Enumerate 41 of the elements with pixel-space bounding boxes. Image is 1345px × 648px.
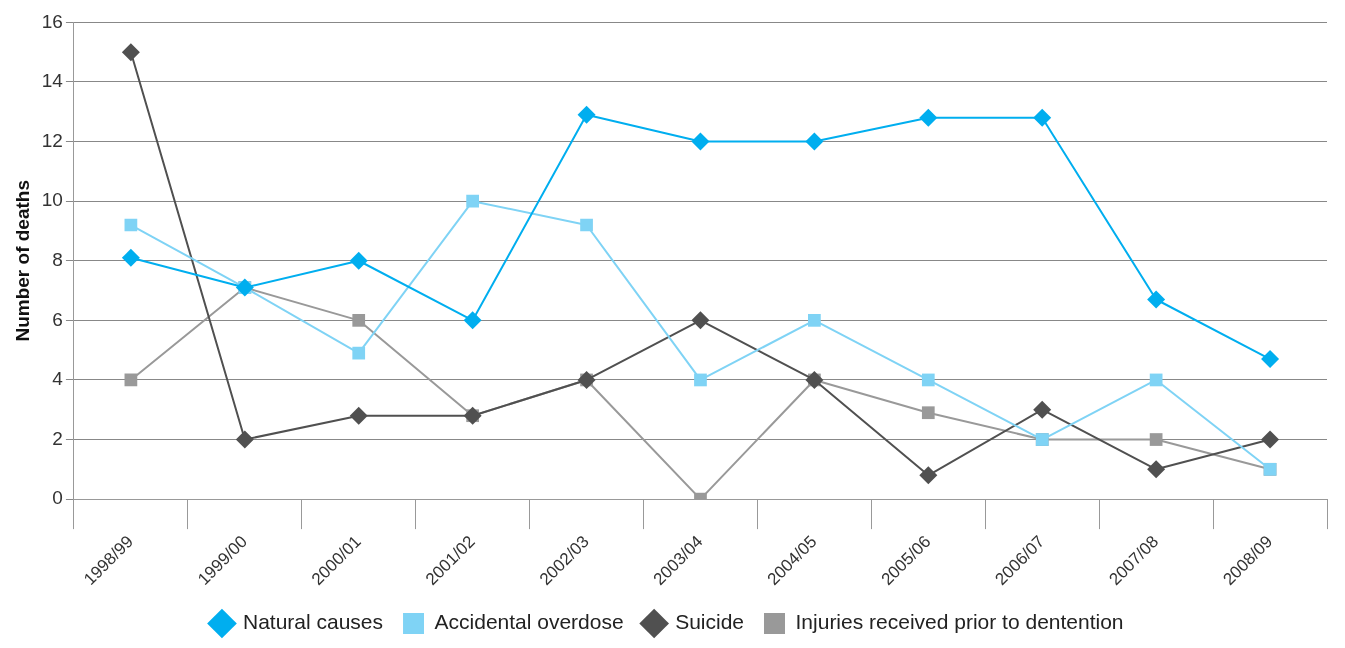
- point: [463, 311, 482, 330]
- point: [691, 311, 710, 330]
- legend-label: Accidental overdose: [434, 610, 624, 634]
- legend-label: Natural causes: [242, 610, 384, 634]
- point: [919, 108, 938, 127]
- legend-label: Suicide: [675, 610, 745, 634]
- point: [919, 466, 938, 485]
- point: [1147, 460, 1166, 479]
- y-tick-label: 12: [41, 129, 63, 151]
- point: [121, 43, 140, 62]
- point: [694, 373, 707, 387]
- y-axis-title: Number of deaths: [11, 180, 33, 342]
- point: [349, 406, 368, 425]
- point: [235, 430, 254, 449]
- point: [121, 248, 140, 267]
- point: [352, 313, 366, 327]
- point: [577, 105, 596, 124]
- point: [921, 406, 935, 420]
- point: [352, 346, 366, 360]
- point: [805, 132, 824, 151]
- point: [1033, 400, 1052, 419]
- point: [1149, 433, 1163, 446]
- point: [1147, 290, 1166, 309]
- y-tick-label: 6: [52, 308, 63, 330]
- y-tick-label: 2: [52, 427, 63, 449]
- point: [1261, 430, 1280, 449]
- y-tick-label: 14: [41, 70, 64, 92]
- y-tick-label: 0: [52, 487, 63, 509]
- y-tick-label: 10: [41, 189, 63, 211]
- point: [691, 132, 710, 151]
- y-tick-label: 4: [52, 368, 64, 390]
- point: [349, 251, 368, 270]
- point: [1033, 108, 1052, 127]
- y-tick-label: 8: [52, 249, 63, 270]
- point: [921, 373, 935, 387]
- point: [1261, 350, 1280, 369]
- point: [466, 194, 479, 208]
- point: [808, 313, 821, 327]
- point: [580, 218, 593, 232]
- legend-label: Injuries received prior to dentention: [795, 610, 1124, 634]
- y-tick-label: 16: [41, 10, 63, 32]
